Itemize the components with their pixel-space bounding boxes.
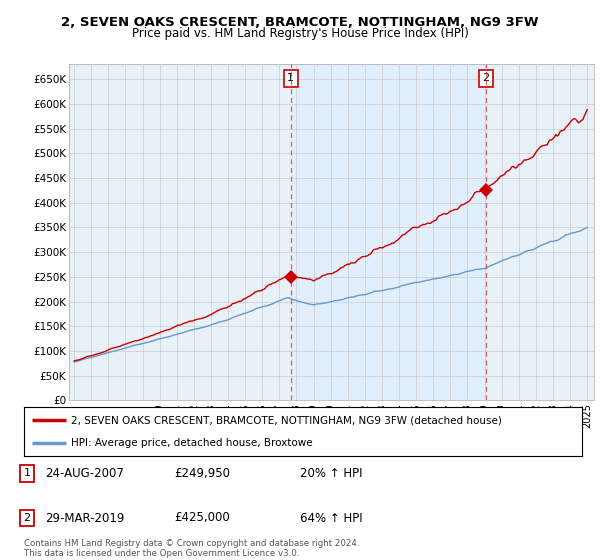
Text: 64% ↑ HPI: 64% ↑ HPI bbox=[300, 511, 362, 525]
Text: 2, SEVEN OAKS CRESCENT, BRAMCOTE, NOTTINGHAM, NG9 3FW (detached house): 2, SEVEN OAKS CRESCENT, BRAMCOTE, NOTTIN… bbox=[71, 416, 502, 426]
Text: 2: 2 bbox=[482, 73, 490, 83]
Text: 24-AUG-2007: 24-AUG-2007 bbox=[45, 466, 124, 480]
Text: Price paid vs. HM Land Registry's House Price Index (HPI): Price paid vs. HM Land Registry's House … bbox=[131, 27, 469, 40]
Text: Contains HM Land Registry data © Crown copyright and database right 2024.
This d: Contains HM Land Registry data © Crown c… bbox=[24, 539, 359, 558]
Text: 2, SEVEN OAKS CRESCENT, BRAMCOTE, NOTTINGHAM, NG9 3FW: 2, SEVEN OAKS CRESCENT, BRAMCOTE, NOTTIN… bbox=[61, 16, 539, 29]
Text: 20% ↑ HPI: 20% ↑ HPI bbox=[300, 466, 362, 480]
Text: 1: 1 bbox=[287, 73, 294, 83]
Text: HPI: Average price, detached house, Broxtowe: HPI: Average price, detached house, Brox… bbox=[71, 438, 313, 448]
Bar bbox=[291, 64, 486, 400]
Text: £249,950: £249,950 bbox=[174, 466, 230, 480]
Text: 1: 1 bbox=[23, 468, 31, 478]
Text: £425,000: £425,000 bbox=[174, 511, 230, 525]
Text: 29-MAR-2019: 29-MAR-2019 bbox=[45, 511, 124, 525]
Text: 2: 2 bbox=[23, 513, 31, 523]
